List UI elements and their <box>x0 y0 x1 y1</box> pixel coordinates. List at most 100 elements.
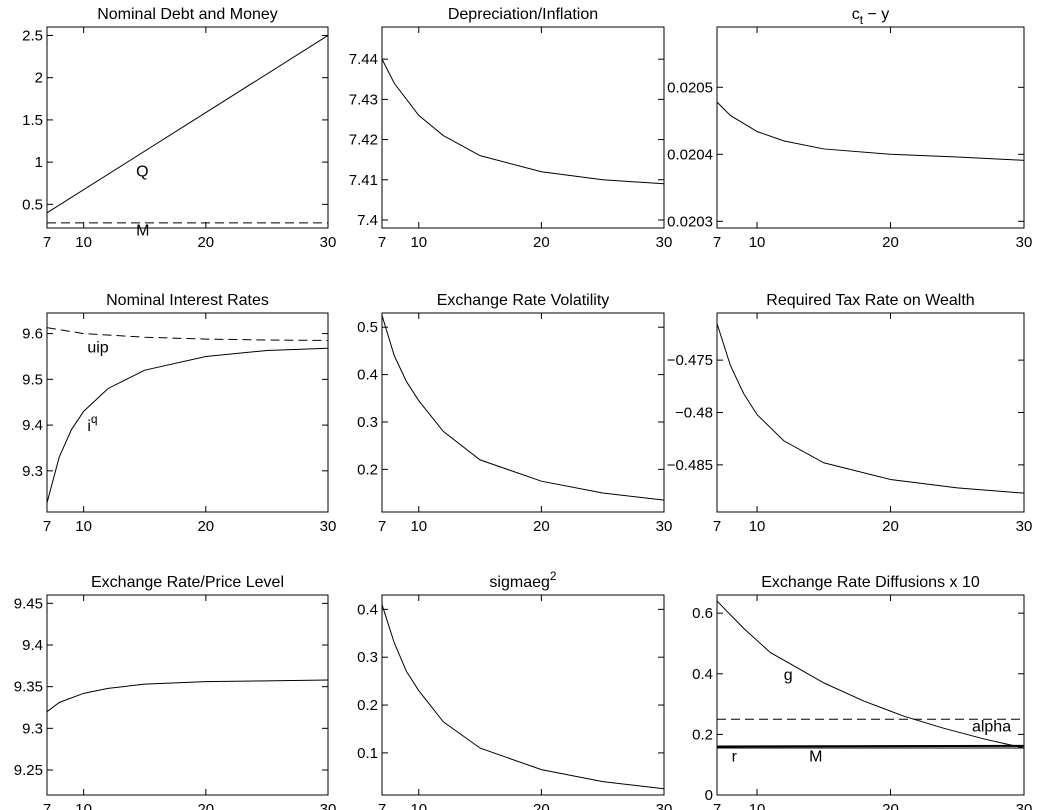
y-tick-label: 0.1 <box>357 745 378 762</box>
chart-panel-7: Exchange Rate/Price Level 7 10 20 30 9.25 9.3 9… <box>14 574 337 810</box>
chart-panel-6: Required Tax Rate on Wealth 7 10 20 30 −0.485… <box>667 292 1033 535</box>
series-line-uip <box>46 327 329 341</box>
x-tick-label: 20 <box>882 801 899 810</box>
y-tick-label: 9.35 <box>14 679 43 696</box>
axes-frame <box>716 312 1025 513</box>
x-tick-label: 10 <box>410 518 427 535</box>
series-annotation: M <box>136 223 149 240</box>
series-line-1 <box>716 323 1025 494</box>
x-tick-label: 20 <box>197 234 214 251</box>
x-tick-label: 20 <box>197 518 214 535</box>
x-tick-label: 7 <box>43 234 51 251</box>
annotation-text: Q <box>136 164 148 181</box>
y-tick-label: 0.0204 <box>667 146 713 163</box>
chart-panel-5: Exchange Rate Volatility 7 10 20 30 0.2 0.3 0.4… <box>357 292 672 535</box>
series-annotation: M <box>809 749 822 766</box>
y-tick-label: 7.42 <box>349 132 378 149</box>
series-line-1 <box>381 604 665 790</box>
y-tick-label: −0.475 <box>667 352 713 369</box>
x-tick-label: 20 <box>533 518 550 535</box>
x-tick-label: 20 <box>197 801 214 810</box>
chart-panel-3: ct − y 7 10 20 30 0.0203 0.0204 0.0205 <box>667 6 1032 251</box>
chart-title-text: Nominal Debt and Money <box>97 6 278 23</box>
y-tick-label: 0.5 <box>22 196 43 213</box>
chart-title-text: Exchange Rate Diffusions x 10 <box>761 574 980 591</box>
x-tick-label: 10 <box>75 518 92 535</box>
x-tick-label: 10 <box>75 234 92 251</box>
series-annotation: r <box>732 749 738 766</box>
y-tick-label: 9.3 <box>22 720 43 737</box>
x-tick-label: 10 <box>410 801 427 810</box>
x-tick-label: 7 <box>713 234 721 251</box>
y-tick-label: 0.4 <box>357 367 378 384</box>
series-annotation: iq <box>87 412 97 435</box>
y-tick-label: 7.41 <box>349 172 378 189</box>
annotation-superscript: q <box>91 412 98 426</box>
series-line-1 <box>46 679 329 713</box>
y-tick-label: 9.3 <box>22 463 43 480</box>
chart-title-text: Depreciation/Inflation <box>448 6 598 23</box>
axes-frame <box>46 26 329 229</box>
chart-title-text: Required Tax Rate on Wealth <box>766 292 974 309</box>
chart-panel-8: sigmaeg2 7 10 20 30 0.1 0.2 0.3 0.4 <box>357 569 672 810</box>
axes-frame <box>381 594 665 796</box>
y-tick-label: 0.3 <box>357 649 378 666</box>
chart-title: Exchange Rate/Price Level <box>91 574 284 591</box>
series-annotation: uip <box>87 339 108 356</box>
chart-title: ct − y <box>852 6 890 27</box>
chart-title: Nominal Debt and Money <box>97 6 278 23</box>
y-tick-label: 7.43 <box>349 91 378 108</box>
x-tick-label: 30 <box>656 234 673 251</box>
y-tick-label: −0.485 <box>667 457 713 474</box>
x-tick-label: 30 <box>320 518 337 535</box>
y-tick-label: 9.25 <box>14 762 43 779</box>
y-tick-label: 9.4 <box>22 417 43 434</box>
chart-title-text: Nominal Interest Rates <box>106 292 269 309</box>
series-annotation: alpha <box>972 718 1011 735</box>
series-line-1 <box>716 101 1025 161</box>
x-tick-label: 10 <box>749 234 766 251</box>
y-tick-label: 0 <box>705 787 713 804</box>
x-tick-label: 7 <box>713 518 721 535</box>
x-tick-label: 30 <box>656 801 673 810</box>
chart-panel-2: Depreciation/Inflation 7 10 20 30 7.4 7.41 7.42… <box>349 6 673 251</box>
x-tick-label: 7 <box>378 518 386 535</box>
x-tick-label: 20 <box>882 234 899 251</box>
y-tick-label: 0.2 <box>357 697 378 714</box>
x-tick-label: 10 <box>749 801 766 810</box>
series-line-1 <box>381 58 665 185</box>
series-line-1 <box>381 315 665 501</box>
annotation-text: alpha <box>972 718 1011 735</box>
x-tick-label: 30 <box>656 518 673 535</box>
series-line-iq <box>46 347 329 503</box>
annotation-text: i <box>87 418 91 435</box>
axes-frame <box>716 594 1025 796</box>
x-tick-label: 30 <box>1016 234 1033 251</box>
x-tick-label: 20 <box>533 801 550 810</box>
y-tick-label: −0.48 <box>675 405 713 422</box>
y-tick-label: 0.4 <box>357 601 378 618</box>
y-tick-label: 9.4 <box>22 637 43 654</box>
x-tick-label: 7 <box>43 801 51 810</box>
x-tick-label: 7 <box>713 801 721 810</box>
y-tick-label: 0.0205 <box>667 79 713 96</box>
x-tick-label: 7 <box>378 234 386 251</box>
x-tick-label: 20 <box>533 234 550 251</box>
chart-title: sigmaeg2 <box>489 569 556 591</box>
x-tick-label: 7 <box>43 518 51 535</box>
y-tick-label: 9.45 <box>14 595 43 612</box>
y-tick-label: 0.4 <box>692 666 713 683</box>
chart-title: Required Tax Rate on Wealth <box>766 292 974 309</box>
axes-frame <box>716 26 1025 229</box>
x-tick-label: 30 <box>320 801 337 810</box>
x-tick-label: 10 <box>749 518 766 535</box>
chart-panel-9: Exchange Rate Diffusions x 10 7 10 20 30 0 0.2… <box>692 574 1032 810</box>
y-tick-label: 9.6 <box>22 326 43 343</box>
chart-panel-4: Nominal Interest Rates 7 10 20 30 9.3 9.4 9.5 9.… <box>22 292 336 535</box>
y-tick-label: 9.5 <box>22 371 43 388</box>
series-line-r <box>716 744 1025 748</box>
chart-title-superscript: 2 <box>550 569 557 583</box>
y-tick-label: 2.5 <box>22 27 43 44</box>
y-tick-label: 0.0203 <box>667 213 713 230</box>
